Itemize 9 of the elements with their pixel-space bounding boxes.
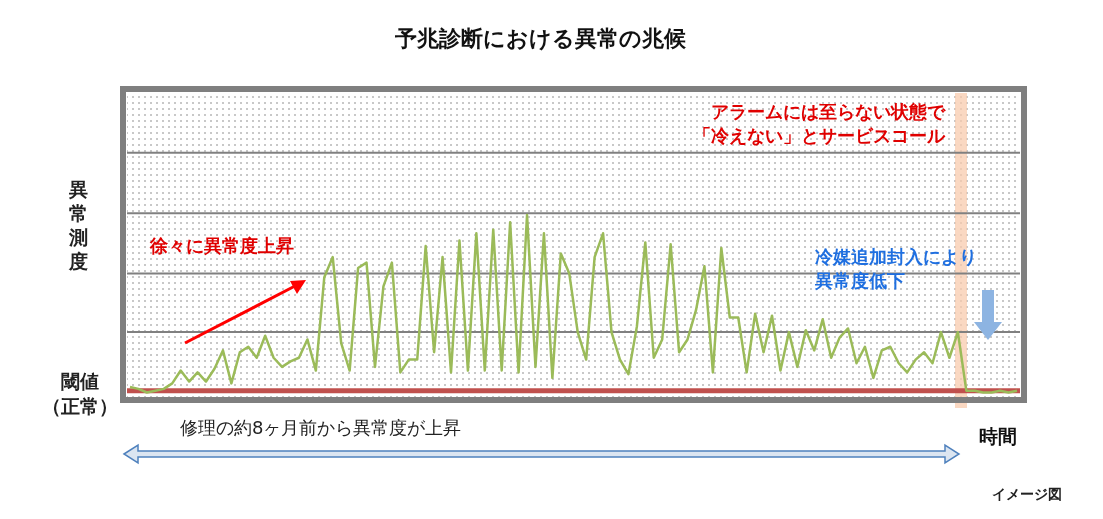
ref-line-label: 閾値（正常） [42,370,118,417]
y-axis-title: 異常測度 [67,178,88,272]
chart-title: 予兆診断における異常の兆候 [393,26,687,51]
annotation: 徐々に異常度上昇 [149,235,294,256]
text: 修理の約8ヶ月前から異常度が上昇 [180,417,462,438]
annotation: 冷媒追加封入により異常度低下 [814,246,977,291]
text: イメージ図 [992,486,1062,502]
text: アラームには至らない状態で「冷えない」とサービスコール [693,101,946,146]
x-axis-title: 時間 [979,425,1017,447]
